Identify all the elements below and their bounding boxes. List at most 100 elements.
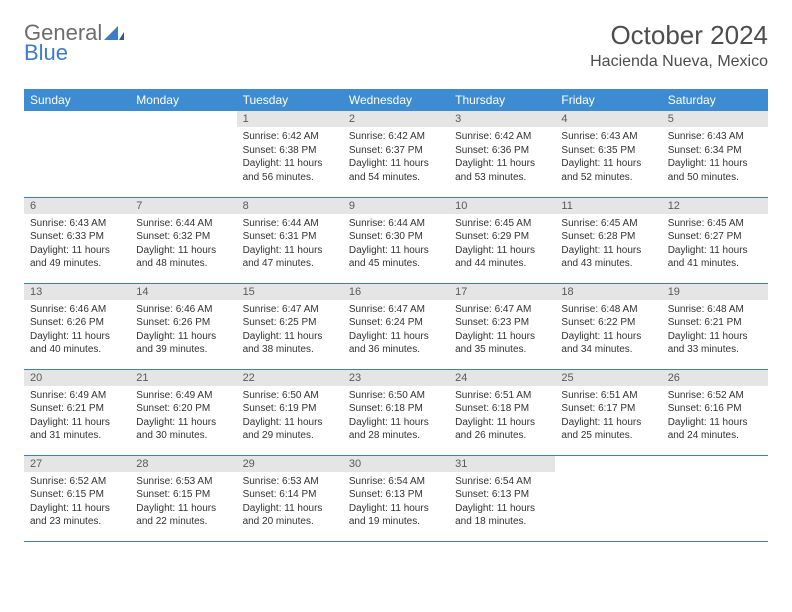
calendar-day-cell: 14Sunrise: 6:46 AMSunset: 6:26 PMDayligh… xyxy=(130,283,236,369)
day-details: Sunrise: 6:50 AMSunset: 6:18 PMDaylight:… xyxy=(343,386,449,446)
day-number: 10 xyxy=(449,198,555,214)
calendar-day-cell: 9Sunrise: 6:44 AMSunset: 6:30 PMDaylight… xyxy=(343,197,449,283)
calendar-day-cell: 6Sunrise: 6:43 AMSunset: 6:33 PMDaylight… xyxy=(24,197,130,283)
brand-part2: Blue xyxy=(24,40,68,66)
day-number: 28 xyxy=(130,456,236,472)
day-details: Sunrise: 6:49 AMSunset: 6:20 PMDaylight:… xyxy=(130,386,236,446)
day-details: Sunrise: 6:42 AMSunset: 6:38 PMDaylight:… xyxy=(237,127,343,187)
calendar-day-cell: 8Sunrise: 6:44 AMSunset: 6:31 PMDaylight… xyxy=(237,197,343,283)
day-header: Friday xyxy=(555,89,661,111)
day-details: Sunrise: 6:44 AMSunset: 6:30 PMDaylight:… xyxy=(343,214,449,274)
calendar-day-cell: 16Sunrise: 6:47 AMSunset: 6:24 PMDayligh… xyxy=(343,283,449,369)
calendar-day-cell: 3Sunrise: 6:42 AMSunset: 6:36 PMDaylight… xyxy=(449,111,555,197)
day-details: Sunrise: 6:52 AMSunset: 6:16 PMDaylight:… xyxy=(662,386,768,446)
calendar-day-cell xyxy=(555,455,661,541)
calendar-day-cell: 13Sunrise: 6:46 AMSunset: 6:26 PMDayligh… xyxy=(24,283,130,369)
day-number: 12 xyxy=(662,198,768,214)
calendar-day-cell: 20Sunrise: 6:49 AMSunset: 6:21 PMDayligh… xyxy=(24,369,130,455)
calendar-day-cell: 26Sunrise: 6:52 AMSunset: 6:16 PMDayligh… xyxy=(662,369,768,455)
day-details: Sunrise: 6:45 AMSunset: 6:27 PMDaylight:… xyxy=(662,214,768,274)
calendar-week-row: 1Sunrise: 6:42 AMSunset: 6:38 PMDaylight… xyxy=(24,111,768,197)
calendar-day-cell: 31Sunrise: 6:54 AMSunset: 6:13 PMDayligh… xyxy=(449,455,555,541)
day-details: Sunrise: 6:43 AMSunset: 6:34 PMDaylight:… xyxy=(662,127,768,187)
day-number: 16 xyxy=(343,284,449,300)
day-number: 1 xyxy=(237,111,343,127)
day-header: Saturday xyxy=(662,89,768,111)
day-details: Sunrise: 6:43 AMSunset: 6:33 PMDaylight:… xyxy=(24,214,130,274)
day-number: 7 xyxy=(130,198,236,214)
day-details: Sunrise: 6:42 AMSunset: 6:37 PMDaylight:… xyxy=(343,127,449,187)
calendar-day-cell: 2Sunrise: 6:42 AMSunset: 6:37 PMDaylight… xyxy=(343,111,449,197)
day-details: Sunrise: 6:43 AMSunset: 6:35 PMDaylight:… xyxy=(555,127,661,187)
header: General October 2024 Hacienda Nueva, Mex… xyxy=(24,20,768,71)
calendar-day-cell: 17Sunrise: 6:47 AMSunset: 6:23 PMDayligh… xyxy=(449,283,555,369)
calendar-day-cell: 25Sunrise: 6:51 AMSunset: 6:17 PMDayligh… xyxy=(555,369,661,455)
day-number: 5 xyxy=(662,111,768,127)
calendar-day-cell xyxy=(662,455,768,541)
brand-sail-icon xyxy=(104,24,124,40)
day-details: Sunrise: 6:48 AMSunset: 6:21 PMDaylight:… xyxy=(662,300,768,360)
day-number: 2 xyxy=(343,111,449,127)
calendar-day-cell: 11Sunrise: 6:45 AMSunset: 6:28 PMDayligh… xyxy=(555,197,661,283)
day-number: 8 xyxy=(237,198,343,214)
calendar-day-cell xyxy=(130,111,236,197)
day-details: Sunrise: 6:49 AMSunset: 6:21 PMDaylight:… xyxy=(24,386,130,446)
calendar-week-row: 20Sunrise: 6:49 AMSunset: 6:21 PMDayligh… xyxy=(24,369,768,455)
day-header: Tuesday xyxy=(237,89,343,111)
day-details: Sunrise: 6:44 AMSunset: 6:31 PMDaylight:… xyxy=(237,214,343,274)
day-number: 21 xyxy=(130,370,236,386)
calendar-day-cell: 19Sunrise: 6:48 AMSunset: 6:21 PMDayligh… xyxy=(662,283,768,369)
calendar-day-cell: 18Sunrise: 6:48 AMSunset: 6:22 PMDayligh… xyxy=(555,283,661,369)
calendar-day-cell xyxy=(24,111,130,197)
day-details: Sunrise: 6:45 AMSunset: 6:29 PMDaylight:… xyxy=(449,214,555,274)
day-details: Sunrise: 6:47 AMSunset: 6:23 PMDaylight:… xyxy=(449,300,555,360)
day-number: 11 xyxy=(555,198,661,214)
calendar-day-cell: 15Sunrise: 6:47 AMSunset: 6:25 PMDayligh… xyxy=(237,283,343,369)
day-number: 13 xyxy=(24,284,130,300)
page-title: October 2024 xyxy=(590,20,768,51)
day-details: Sunrise: 6:51 AMSunset: 6:17 PMDaylight:… xyxy=(555,386,661,446)
day-details: Sunrise: 6:50 AMSunset: 6:19 PMDaylight:… xyxy=(237,386,343,446)
day-details: Sunrise: 6:51 AMSunset: 6:18 PMDaylight:… xyxy=(449,386,555,446)
day-number: 18 xyxy=(555,284,661,300)
location-subtitle: Hacienda Nueva, Mexico xyxy=(590,53,768,71)
calendar-header-row: SundayMondayTuesdayWednesdayThursdayFrid… xyxy=(24,89,768,111)
day-number: 14 xyxy=(130,284,236,300)
calendar-day-cell: 21Sunrise: 6:49 AMSunset: 6:20 PMDayligh… xyxy=(130,369,236,455)
day-number: 25 xyxy=(555,370,661,386)
calendar-day-cell: 24Sunrise: 6:51 AMSunset: 6:18 PMDayligh… xyxy=(449,369,555,455)
day-number: 3 xyxy=(449,111,555,127)
day-details: Sunrise: 6:47 AMSunset: 6:25 PMDaylight:… xyxy=(237,300,343,360)
day-number: 19 xyxy=(662,284,768,300)
calendar-day-cell: 30Sunrise: 6:54 AMSunset: 6:13 PMDayligh… xyxy=(343,455,449,541)
day-number: 30 xyxy=(343,456,449,472)
calendar-week-row: 13Sunrise: 6:46 AMSunset: 6:26 PMDayligh… xyxy=(24,283,768,369)
day-details: Sunrise: 6:54 AMSunset: 6:13 PMDaylight:… xyxy=(449,472,555,532)
day-details: Sunrise: 6:48 AMSunset: 6:22 PMDaylight:… xyxy=(555,300,661,360)
day-details: Sunrise: 6:45 AMSunset: 6:28 PMDaylight:… xyxy=(555,214,661,274)
calendar-day-cell: 4Sunrise: 6:43 AMSunset: 6:35 PMDaylight… xyxy=(555,111,661,197)
day-number: 24 xyxy=(449,370,555,386)
day-number: 22 xyxy=(237,370,343,386)
calendar-day-cell: 23Sunrise: 6:50 AMSunset: 6:18 PMDayligh… xyxy=(343,369,449,455)
calendar-day-cell: 29Sunrise: 6:53 AMSunset: 6:14 PMDayligh… xyxy=(237,455,343,541)
day-details: Sunrise: 6:54 AMSunset: 6:13 PMDaylight:… xyxy=(343,472,449,532)
day-header: Monday xyxy=(130,89,236,111)
day-details: Sunrise: 6:53 AMSunset: 6:14 PMDaylight:… xyxy=(237,472,343,532)
calendar-day-cell: 22Sunrise: 6:50 AMSunset: 6:19 PMDayligh… xyxy=(237,369,343,455)
calendar-day-cell: 12Sunrise: 6:45 AMSunset: 6:27 PMDayligh… xyxy=(662,197,768,283)
calendar-week-row: 6Sunrise: 6:43 AMSunset: 6:33 PMDaylight… xyxy=(24,197,768,283)
day-number: 6 xyxy=(24,198,130,214)
title-block: October 2024 Hacienda Nueva, Mexico xyxy=(590,20,768,71)
calendar-day-cell: 7Sunrise: 6:44 AMSunset: 6:32 PMDaylight… xyxy=(130,197,236,283)
day-number: 23 xyxy=(343,370,449,386)
day-header: Thursday xyxy=(449,89,555,111)
day-number: 9 xyxy=(343,198,449,214)
day-number: 27 xyxy=(24,456,130,472)
calendar-body: 1Sunrise: 6:42 AMSunset: 6:38 PMDaylight… xyxy=(24,111,768,541)
day-details: Sunrise: 6:47 AMSunset: 6:24 PMDaylight:… xyxy=(343,300,449,360)
day-header: Wednesday xyxy=(343,89,449,111)
calendar-day-cell: 27Sunrise: 6:52 AMSunset: 6:15 PMDayligh… xyxy=(24,455,130,541)
day-details: Sunrise: 6:44 AMSunset: 6:32 PMDaylight:… xyxy=(130,214,236,274)
day-number: 17 xyxy=(449,284,555,300)
